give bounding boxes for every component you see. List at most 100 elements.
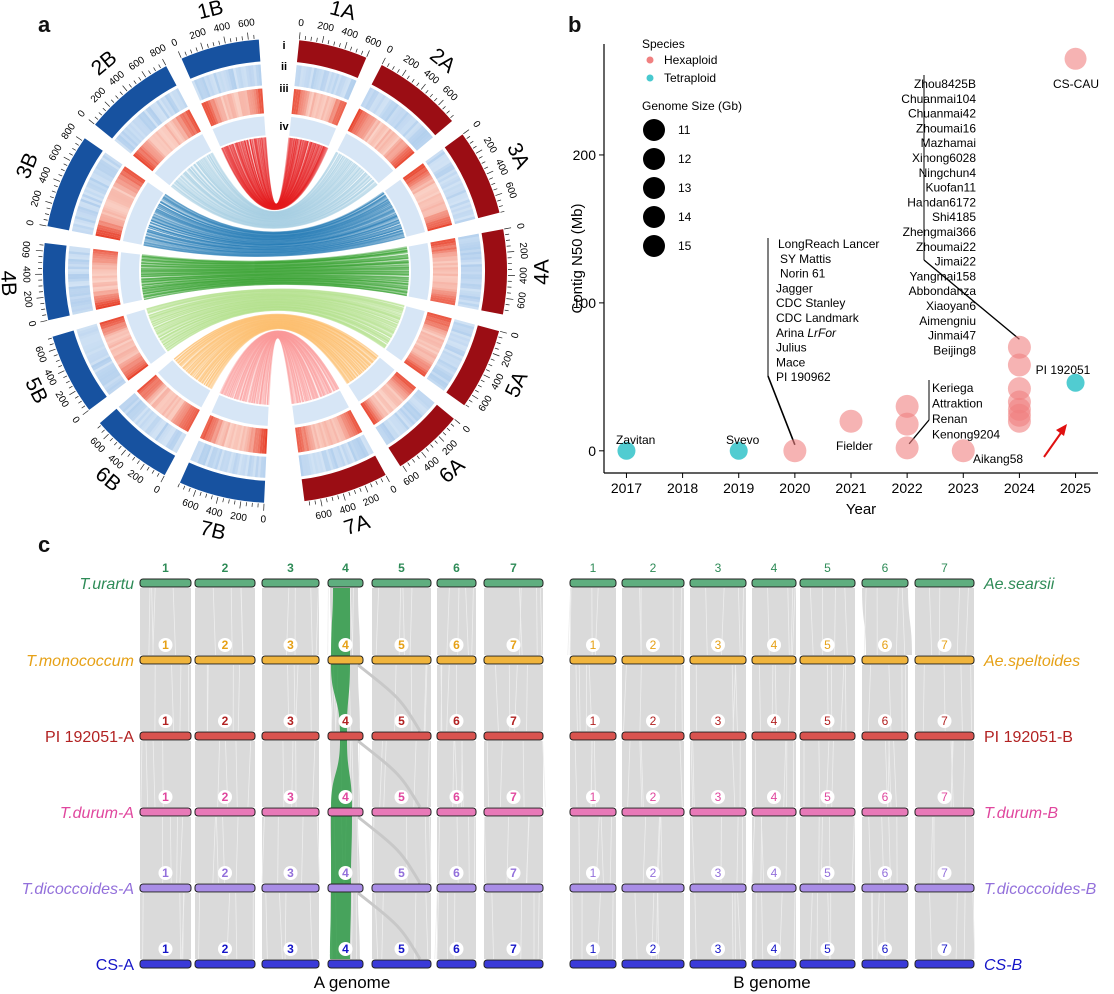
- tick-mark: [74, 395, 79, 399]
- track-label-iv: iv: [279, 121, 289, 133]
- link-chr5: [149, 292, 403, 318]
- link-chr1: [231, 143, 319, 208]
- track-ii-stripe: [217, 71, 226, 93]
- track-ii-stripe: [378, 99, 393, 118]
- tick-mark: [241, 36, 243, 41]
- track-ii-stripe: [459, 294, 481, 300]
- band-streak: [736, 816, 739, 884]
- link-chr6: [205, 326, 353, 387]
- chromosome-number: 5: [398, 714, 405, 728]
- link-chr5: [149, 292, 403, 319]
- chromosome-number-bg: [820, 638, 835, 652]
- track-iv-3A: [384, 179, 426, 237]
- link-chr1: [258, 137, 296, 206]
- chromosome-bar: [914, 578, 975, 588]
- track-ii-stripe: [147, 106, 163, 125]
- track-ii-stripe: [305, 454, 312, 476]
- track-iii-stripe: [310, 424, 319, 450]
- tick-mark: [94, 116, 99, 120]
- chromosome-number: 4: [342, 638, 349, 652]
- link-chr4: [142, 281, 408, 296]
- track-iii-stripe: [314, 93, 324, 119]
- link-chr7: [236, 333, 324, 400]
- track-ii-stripe: [340, 444, 351, 465]
- track-ii-stripe: [150, 419, 166, 439]
- track-iii-stripe: [298, 426, 305, 452]
- track-iii-stripe: [141, 378, 162, 398]
- band-streak: [571, 892, 574, 960]
- link-chr3: [149, 216, 399, 247]
- link-chr2: [193, 163, 356, 219]
- tick-mark: [69, 153, 73, 156]
- track-ii-stripe: [86, 184, 107, 196]
- chromosome-number: 3: [287, 942, 294, 956]
- track-iii-stripe: [364, 120, 381, 143]
- tick-mark: [148, 70, 151, 75]
- link-chr1: [246, 139, 307, 207]
- track-ii-stripe: [70, 301, 92, 308]
- tick-mark: [469, 140, 474, 144]
- chromosome-number-bg: [646, 638, 660, 652]
- link-chr2: [204, 155, 344, 214]
- band-streak: [279, 892, 283, 960]
- track-ii-stripe: [450, 204, 472, 214]
- chromosome-name-1B: 1B: [195, 0, 225, 24]
- track-ii-stripe: [69, 289, 91, 295]
- track-iii-stripe: [206, 417, 218, 442]
- track-ii-stripe: [404, 403, 421, 420]
- link-chr5: [163, 306, 390, 346]
- tick-mark: [138, 76, 142, 81]
- track-ii-stripe: [135, 116, 152, 134]
- link-chr2: [193, 162, 356, 219]
- track-ii-stripe: [260, 456, 264, 478]
- track-ii-stripe: [372, 94, 387, 115]
- link-chr7: [259, 336, 302, 405]
- link-chr1: [249, 139, 305, 206]
- collinear-band: [140, 893, 191, 959]
- link-chr3: [149, 215, 398, 246]
- track-ii-stripe: [309, 453, 317, 475]
- track-ii-stripe: [377, 424, 392, 444]
- track-iii-stripe: [111, 341, 135, 356]
- link-chr5: [164, 308, 387, 349]
- track-iii-stripe: [423, 323, 448, 334]
- tick-mark: [507, 251, 515, 253]
- link-chr4: [141, 259, 409, 269]
- link-chr3: [145, 229, 403, 254]
- track-iii-stripe: [347, 108, 362, 132]
- band-streak: [929, 892, 933, 960]
- track-iii-stripe: [116, 177, 139, 193]
- track-iii-stripe: [173, 117, 189, 140]
- link-chr1: [220, 147, 329, 210]
- chromosome-number-bg: [711, 866, 725, 880]
- track-ii-stripe: [136, 409, 153, 427]
- link-chr7: [264, 336, 298, 405]
- tick-mark: [177, 483, 180, 488]
- tick-mark: [402, 465, 407, 472]
- link-chr2: [183, 171, 367, 223]
- tick-mark: [40, 320, 48, 323]
- track-iii-stripe: [427, 222, 453, 232]
- track-iii-stripe: [384, 139, 404, 159]
- link-chr6: [203, 325, 355, 385]
- track-iii-stripe: [151, 387, 170, 408]
- track-ii-stripe: [460, 285, 482, 290]
- legend-dot-tetraploid: [646, 74, 654, 82]
- track-iii-stripe: [98, 219, 124, 229]
- chromosome-bar: [751, 959, 797, 969]
- link-chr7: [262, 336, 299, 405]
- link-chr2: [206, 154, 343, 214]
- link-chr3: [143, 235, 405, 257]
- link-chr5: [148, 292, 403, 317]
- link-chr4: [141, 254, 409, 267]
- link-chr1: [243, 140, 308, 207]
- link-chr3: [158, 200, 390, 238]
- link-chr4: [141, 276, 409, 286]
- track-ii-stripe: [68, 278, 90, 282]
- band-streak: [525, 816, 530, 884]
- track-iii-stripe: [228, 93, 238, 119]
- link-chr5: [157, 301, 395, 337]
- chromosome-number: 4: [771, 790, 778, 804]
